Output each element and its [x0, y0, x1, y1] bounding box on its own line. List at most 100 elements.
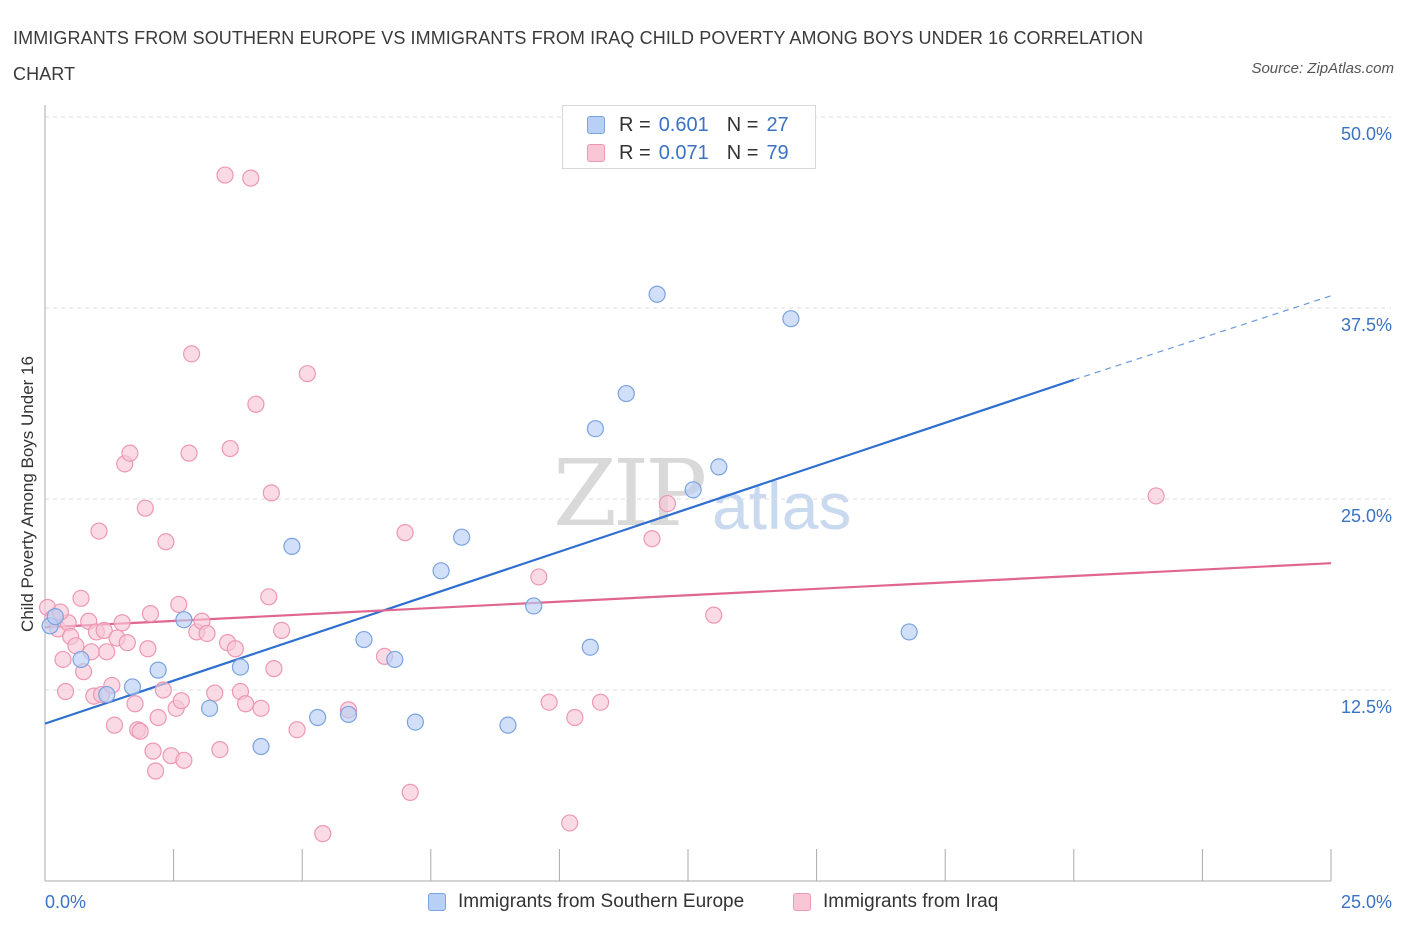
data-point-southern-europe: [123, 678, 142, 696]
data-point-iraq: [98, 643, 116, 661]
data-point-iraq: [265, 660, 283, 678]
data-point-iraq: [157, 533, 175, 551]
legend-r-value: 0.071: [658, 141, 709, 164]
data-point-iraq: [95, 621, 113, 640]
data-point-iraq: [252, 699, 270, 717]
data-point-southern-europe: [648, 285, 666, 303]
legend-row-iraq: R = 0.071 N = 79: [587, 141, 789, 165]
data-point-southern-europe: [617, 384, 635, 403]
data-point-iraq: [72, 589, 90, 607]
data-point-iraq: [242, 169, 260, 187]
data-point-iraq: [144, 742, 162, 760]
data-point-southern-europe: [684, 481, 702, 499]
legend-n-label: N =: [726, 141, 759, 164]
data-point-iraq: [126, 695, 144, 713]
data-point-southern-europe: [900, 623, 918, 641]
series-swatch-pink: [793, 893, 811, 911]
data-point-iraq: [105, 716, 124, 734]
y-tick-label: 37.5%: [1341, 315, 1392, 335]
data-point-iraq: [113, 614, 131, 632]
legend-n-value: 79: [766, 141, 789, 164]
x-tick-label-min: 0.0%: [45, 892, 86, 912]
data-point-iraq: [314, 825, 332, 843]
data-point-southern-europe: [149, 661, 167, 679]
y-tick-label: 50.0%: [1341, 124, 1392, 144]
data-point-iraq: [221, 439, 239, 458]
data-point-southern-europe: [581, 638, 599, 656]
data-point-iraq: [180, 444, 198, 462]
data-point-iraq: [141, 604, 160, 623]
data-point-iraq: [643, 530, 661, 548]
data-point-iraq: [172, 692, 190, 710]
trend-line-extension-southern-europe: [1073, 295, 1332, 381]
legend-r-label: R =: [619, 113, 651, 136]
data-point-southern-europe: [499, 716, 517, 734]
data-point-southern-europe: [586, 420, 605, 438]
data-point-southern-europe: [283, 537, 301, 555]
data-point-iraq: [401, 783, 419, 801]
grid-layer: [45, 116, 1391, 691]
correlation-legend: R = 0.601 N = 27 R = 0.071 N = 79: [562, 105, 816, 169]
series-legend-label: Immigrants from Iraq: [823, 891, 999, 912]
trend-line-southern-europe: [44, 378, 1075, 725]
series-swatch-blue: [428, 893, 446, 911]
series-legend-label: Immigrants from Southern Europe: [458, 891, 745, 912]
data-point-iraq: [566, 708, 584, 727]
legend-r-label: R =: [619, 141, 651, 164]
data-point-iraq: [298, 365, 316, 383]
series-legend-iraq: Immigrants from Iraq: [793, 889, 998, 915]
y-tick-label: 12.5%: [1341, 697, 1392, 717]
data-point-iraq: [262, 484, 280, 502]
data-point-iraq: [183, 345, 201, 363]
data-point-iraq: [1147, 487, 1165, 505]
series-legend-southern-europe: Immigrants from Southern Europe: [428, 889, 744, 915]
legend-n-value: 27: [766, 113, 789, 136]
legend-r-value: 0.601: [658, 113, 709, 136]
data-point-southern-europe: [309, 708, 327, 727]
legend-swatch-blue: [587, 116, 605, 134]
data-point-southern-europe: [432, 562, 450, 580]
data-point-southern-europe: [231, 658, 250, 676]
data-point-iraq: [561, 814, 579, 832]
data-point-iraq: [139, 640, 157, 658]
data-point-iraq: [118, 634, 136, 652]
data-point-southern-europe: [201, 699, 219, 717]
data-point-southern-europe: [175, 611, 193, 629]
data-point-iraq: [237, 695, 255, 713]
data-point-iraq: [396, 524, 414, 542]
data-point-iraq: [121, 444, 139, 462]
data-point-iraq: [658, 494, 677, 513]
data-point-iraq: [591, 693, 610, 711]
legend-swatch-pink: [587, 144, 605, 162]
data-point-iraq: [136, 499, 154, 517]
data-point-southern-europe: [710, 458, 728, 476]
data-point-southern-europe: [525, 597, 543, 615]
data-point-iraq: [131, 722, 149, 740]
data-point-southern-europe: [386, 650, 404, 669]
data-point-iraq: [90, 522, 108, 540]
data-point-iraq: [288, 721, 306, 739]
watermark-atlas: atlas: [712, 469, 852, 543]
source-label: Source: ZipAtlas.com: [1251, 60, 1394, 77]
data-point-southern-europe: [98, 685, 116, 704]
data-point-iraq: [273, 621, 291, 640]
data-point-iraq: [540, 693, 558, 711]
data-point-iraq: [247, 395, 265, 413]
y-tick-label: 25.0%: [1341, 506, 1392, 526]
axis-layer: [44, 105, 1332, 882]
tick-label-layer: 12.5% 25.0% 37.5% 50.0% 0.0% 25.0%: [45, 124, 1392, 912]
legend-row-southern-europe: R = 0.601 N = 27: [587, 113, 789, 137]
data-point-iraq: [530, 568, 548, 586]
data-point-iraq: [216, 166, 234, 184]
data-point-southern-europe: [355, 630, 373, 649]
data-point-iraq: [54, 650, 72, 669]
legend-n-label: N =: [726, 113, 759, 136]
data-point-southern-europe: [72, 650, 90, 669]
data-point-southern-europe: [46, 608, 64, 626]
data-point-iraq: [149, 708, 167, 727]
data-point-iraq: [154, 681, 172, 699]
chart-title: IMMIGRANTS FROM SOUTHERN EUROPE VS IMMIG…: [13, 28, 1144, 84]
data-point-iraq: [146, 762, 165, 780]
data-point-iraq: [198, 624, 216, 643]
x-tick-label-max: 25.0%: [1341, 892, 1392, 912]
